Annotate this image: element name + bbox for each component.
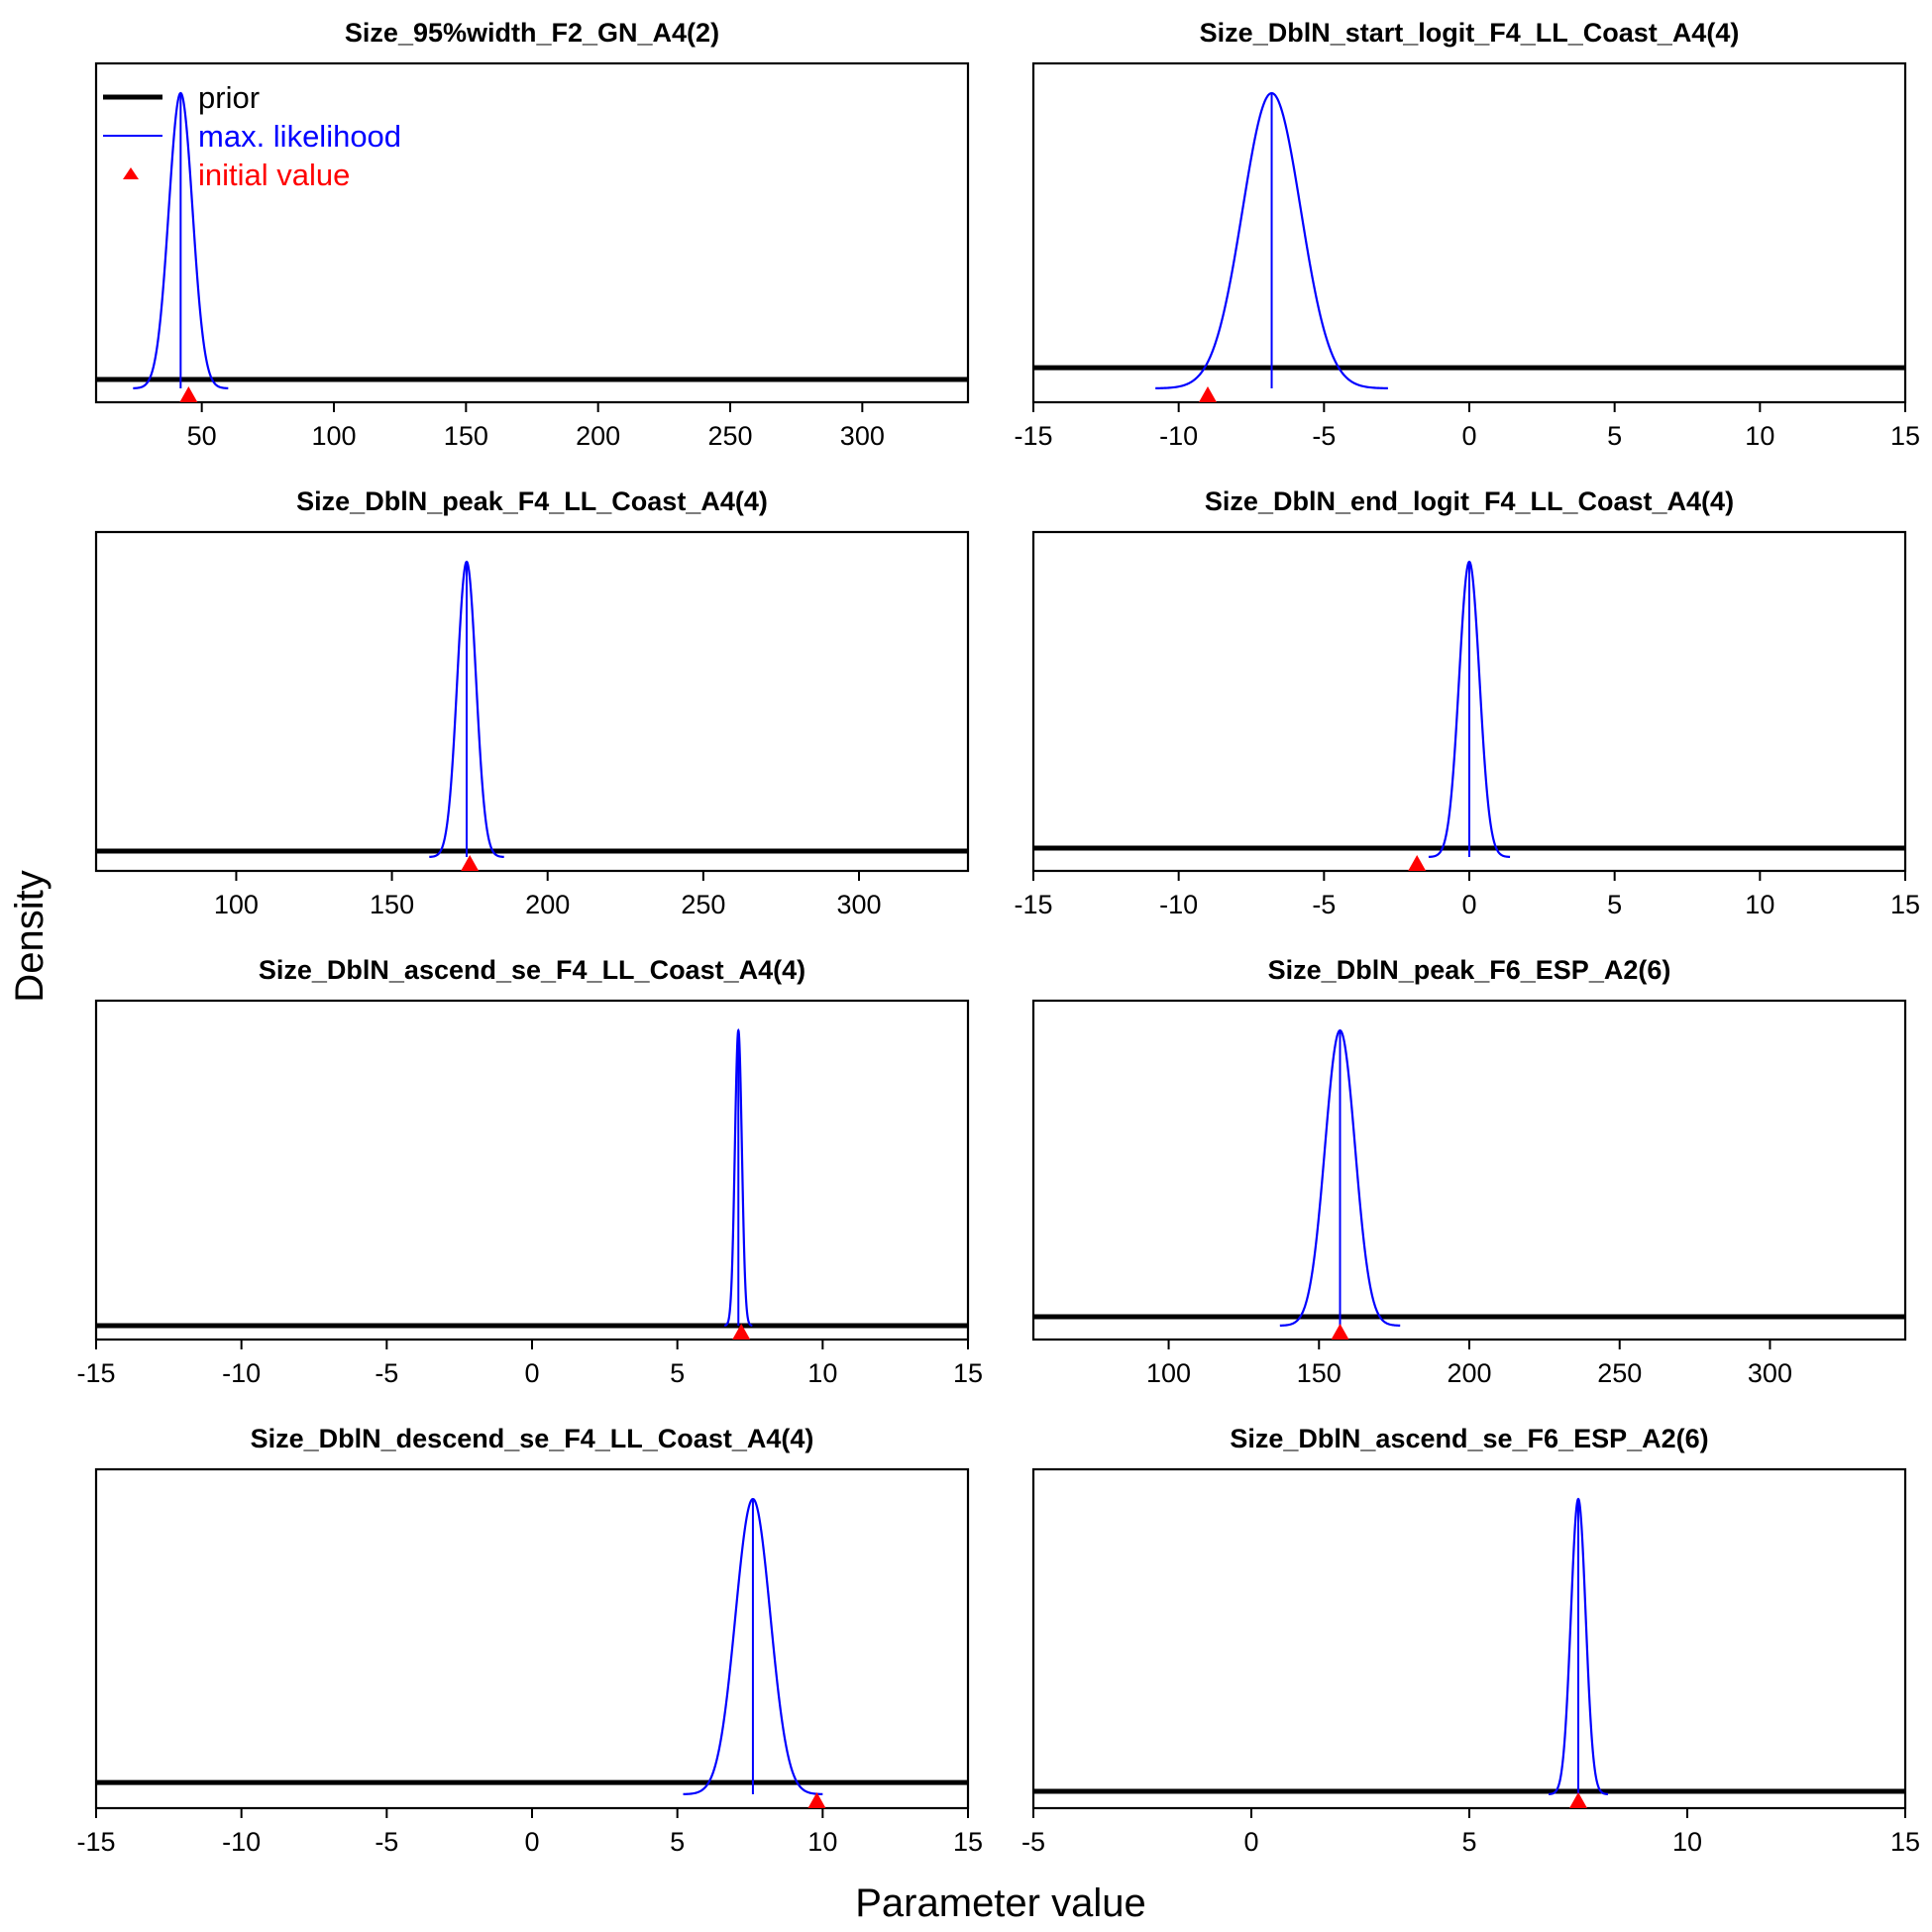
x-tick-label: 10: [1745, 890, 1774, 919]
x-tick-label: 5: [1461, 1827, 1476, 1857]
x-tick-label: -15: [1014, 421, 1052, 451]
panel-title: Size_DblN_peak_F4_LL_Coast_A4(4): [296, 486, 768, 516]
x-tick-label: 10: [1745, 421, 1774, 451]
plot-frame: [1031, 1467, 1907, 1810]
x-tick-label: 15: [953, 1358, 983, 1388]
panel-title: Size_DblN_ascend_se_F6_ESP_A2(6): [1230, 1424, 1708, 1453]
x-tick-label: 50: [187, 421, 217, 451]
panel-4: Size_DblN_end_logit_F4_LL_Coast_A4(4) -15…: [1014, 486, 1920, 919]
legend-item: prior: [103, 80, 260, 115]
x-tick-label: 150: [444, 421, 488, 451]
panels: Size_95%width_F2_GN_A4(2)50 100 150 200 250 3…: [76, 18, 1920, 1857]
x-tick-label: -5: [1312, 421, 1336, 451]
x-tick-label: 300: [1748, 1358, 1792, 1388]
x-tick-label: 100: [311, 421, 356, 451]
x-tick-label: 0: [1461, 890, 1476, 919]
legend-label: prior: [198, 80, 260, 115]
legend-item: max. likelihood: [103, 119, 401, 154]
panel-title: Size_DblN_start_logit_F4_LL_Coast_A4(4): [1200, 18, 1740, 48]
initial-value-marker: [179, 386, 198, 402]
x-tick-label: 100: [214, 890, 259, 919]
y-axis-label: Density: [8, 870, 52, 1002]
x-tick-label: 200: [525, 890, 570, 919]
x-tick-label: 150: [1297, 1358, 1342, 1388]
panel-1: Size_95%width_F2_GN_A4(2) 50 100 150 200 250 3…: [94, 18, 970, 451]
x-tick-label: 0: [524, 1827, 539, 1857]
x-tick-label: 0: [524, 1358, 539, 1388]
plot-frame: [1031, 61, 1907, 404]
plot-frame: [94, 1467, 970, 1810]
x-tick-label: 10: [1672, 1827, 1702, 1857]
legend-label: initial value: [198, 158, 350, 192]
x-tick-label: -10: [222, 1827, 261, 1857]
initial-value-marker: [461, 855, 480, 871]
x-tick-label: 150: [370, 890, 414, 919]
panel-7: Size_DblN_descend_se_F4_LL_Coast_A4(4) -1…: [76, 1424, 983, 1857]
panel-title: Size_95%width_F2_GN_A4(2): [345, 18, 719, 48]
legend-swatch-triangle: [123, 167, 139, 179]
x-tick-label: -5: [375, 1358, 398, 1388]
x-tick-label: -5: [1021, 1827, 1045, 1857]
plot-frame: [1031, 999, 1907, 1342]
panel-title: Size_DblN_end_logit_F4_LL_Coast_A4(4): [1205, 486, 1734, 516]
x-tick-label: 200: [576, 421, 620, 451]
x-axis-label: Parameter value: [855, 1881, 1145, 1925]
panel-title: Size_DblN_ascend_se_F4_LL_Coast_A4(4): [259, 955, 805, 985]
panel-5: Size_DblN_ascend_se_F4_LL_Coast_A4(4) -15…: [76, 955, 983, 1388]
x-tick-label: -10: [222, 1358, 261, 1388]
panel-2: Size_DblN_start_logit_F4_LL_Coast_A4(4) -…: [1014, 18, 1920, 451]
x-tick-label: 300: [836, 890, 881, 919]
initial-value-marker: [1569, 1792, 1587, 1808]
plot-frame: [94, 999, 970, 1342]
x-tick-label: 100: [1146, 1358, 1191, 1388]
x-tick-label: 300: [840, 421, 885, 451]
panel-3: Size_DblN_peak_F4_LL_Coast_A4(4) 100 150 20…: [94, 486, 970, 919]
initial-value-marker: [1408, 855, 1427, 871]
initial-value-marker: [732, 1324, 751, 1340]
x-tick-label: 5: [1607, 890, 1622, 919]
x-tick-label: 0: [1243, 1827, 1258, 1857]
x-tick-label: 15: [1890, 421, 1920, 451]
x-tick-label: -5: [375, 1827, 398, 1857]
x-tick-label: -5: [1312, 890, 1336, 919]
x-tick-label: -15: [76, 1358, 115, 1388]
x-tick-label: 10: [807, 1827, 837, 1857]
x-tick-label: -10: [1159, 890, 1198, 919]
x-tick-label: -15: [1014, 890, 1052, 919]
x-tick-label: 5: [670, 1358, 685, 1388]
x-tick-label: -15: [76, 1827, 115, 1857]
initial-value-marker: [1199, 386, 1217, 402]
legend: prior max. likelihood initial value: [103, 80, 401, 192]
plot-frame: [94, 530, 970, 873]
panel-6: Size_DblN_peak_F6_ESP_A2(6) 100 150 200 250 3…: [1031, 955, 1907, 1388]
plot-frame: [94, 61, 970, 404]
x-tick-label: 0: [1461, 421, 1476, 451]
x-tick-label: 250: [1597, 1358, 1642, 1388]
x-tick-label: 5: [670, 1827, 685, 1857]
legend-item: initial value: [123, 158, 350, 192]
panel-title: Size_DblN_descend_se_F4_LL_Coast_A4(4): [251, 1424, 814, 1453]
x-tick-label: 15: [1890, 890, 1920, 919]
x-tick-label: 250: [707, 421, 752, 451]
initial-value-marker: [1331, 1324, 1349, 1340]
x-tick-label: 200: [1447, 1358, 1491, 1388]
x-tick-label: 250: [681, 890, 725, 919]
x-tick-label: 15: [1890, 1827, 1920, 1857]
x-tick-label: -10: [1159, 421, 1198, 451]
x-tick-label: 10: [807, 1358, 837, 1388]
legend-label: max. likelihood: [198, 119, 401, 154]
x-tick-label: 15: [953, 1827, 983, 1857]
initial-value-marker: [807, 1792, 826, 1808]
panel-8: Size_DblN_ascend_se_F6_ESP_A2(6) -5 0 5 10 15: [1021, 1424, 1920, 1857]
x-tick-label: 5: [1607, 421, 1622, 451]
panel-title: Size_DblN_peak_F6_ESP_A2(6): [1268, 955, 1671, 985]
